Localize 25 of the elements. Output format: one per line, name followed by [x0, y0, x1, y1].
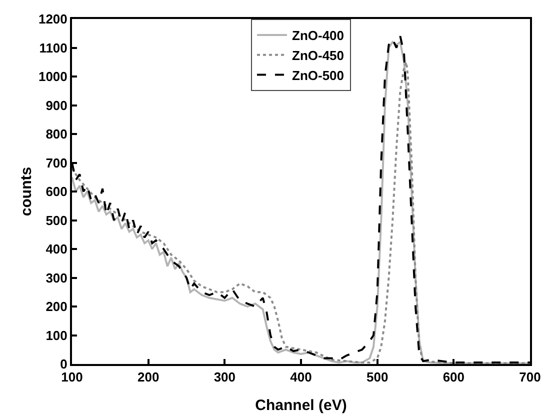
- x-tick-label: 600: [442, 370, 465, 385]
- y-tick-label: 200: [46, 299, 68, 314]
- y-tick-label: 0: [60, 356, 68, 372]
- y-tick-label: 600: [46, 184, 68, 200]
- x-tick-label: 100: [61, 370, 83, 385]
- legend-label: ZnO-500: [292, 68, 344, 83]
- y-tick-label: 1200: [38, 12, 68, 27]
- x-axis-title: Channel (eV): [255, 397, 347, 414]
- legend-label: ZnO-400: [292, 28, 344, 44]
- y-tick-label: 1000: [38, 69, 68, 84]
- y-tick-label: 1100: [39, 40, 68, 56]
- x-tick-label: 500: [366, 370, 388, 385]
- y-tick-label: 100: [46, 328, 68, 343]
- x-tick-label: 400: [290, 370, 312, 385]
- y-tick-label: 500: [46, 212, 68, 228]
- x-tick-label: 300: [214, 370, 236, 385]
- y-axis-title: counts: [18, 166, 35, 216]
- legend-label: ZnO-450: [292, 48, 344, 63]
- y-tick-label: 900: [46, 98, 68, 113]
- x-tick-label: 200: [137, 370, 160, 385]
- y-tick-label: 700: [46, 155, 68, 170]
- y-tick-label: 300: [46, 270, 68, 286]
- y-tick-label: 400: [46, 242, 68, 257]
- x-tick-label: 700: [519, 370, 541, 385]
- y-tick-label: 800: [46, 126, 68, 142]
